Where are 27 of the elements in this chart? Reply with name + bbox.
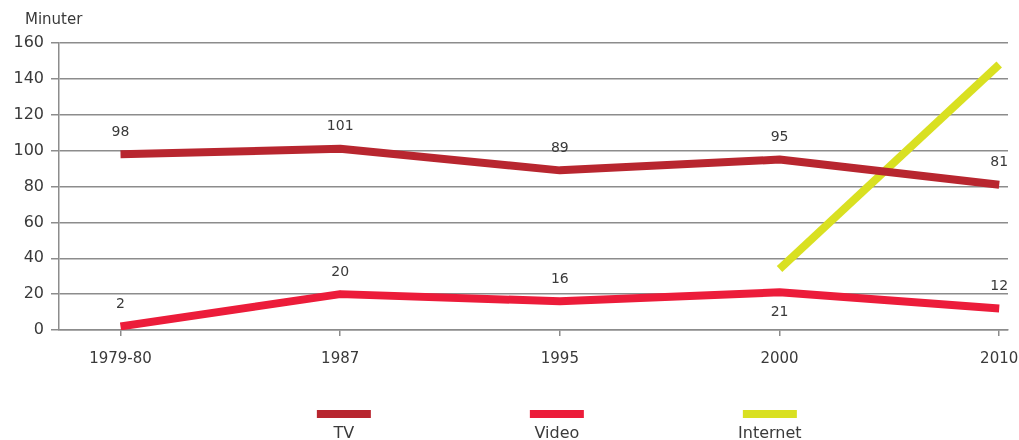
y-tick-label: 0 xyxy=(33,319,44,339)
y-axis-title: Minuter xyxy=(25,9,84,28)
y-tick-label: 160 xyxy=(13,32,44,52)
x-tick-label: 1987 xyxy=(321,348,360,367)
data-label: 21 xyxy=(770,302,789,319)
data-label: 98 xyxy=(111,122,130,139)
y-tick-label: 40 xyxy=(23,247,44,267)
data-label: 12 xyxy=(990,277,1009,294)
data-label: 101 xyxy=(326,117,354,134)
legend-label: Internet xyxy=(738,423,802,440)
data-label: 95 xyxy=(770,128,789,145)
x-tick-label: 2010 xyxy=(980,348,1019,367)
x-tick-label: 1995 xyxy=(540,348,579,367)
data-label: 2 xyxy=(116,295,125,312)
y-tick-label: 80 xyxy=(23,175,44,195)
data-label: 81 xyxy=(990,153,1009,170)
x-tick-label: 2000 xyxy=(760,348,799,367)
y-tick-label: 60 xyxy=(23,211,44,231)
data-label: 20 xyxy=(331,262,350,279)
legend-label: Video xyxy=(534,423,580,440)
y-tick-label: 20 xyxy=(23,283,44,303)
x-tick-label: 1979-80 xyxy=(89,348,152,367)
legend-label: TV xyxy=(332,423,355,440)
data-label: 16 xyxy=(550,269,569,286)
y-tick-label: 120 xyxy=(13,103,44,123)
y-tick-label: 140 xyxy=(13,68,44,88)
y-tick-label: 100 xyxy=(13,139,44,159)
